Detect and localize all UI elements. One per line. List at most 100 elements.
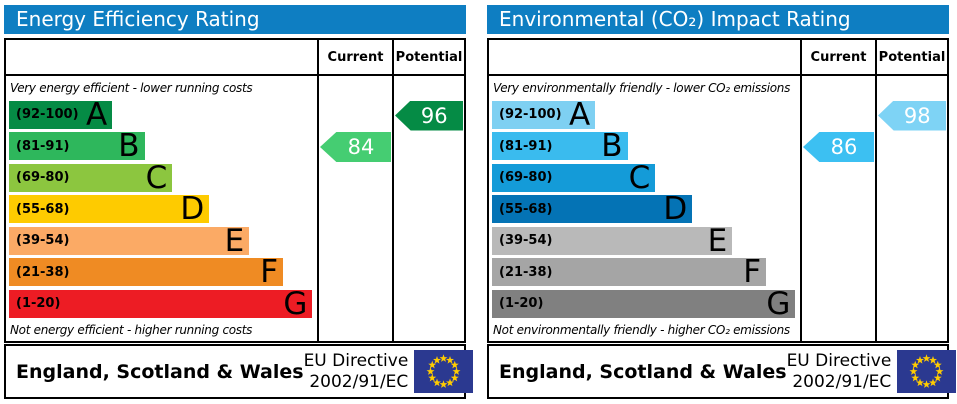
band-chart-column: Very energy efficient - lower running co… [6,40,317,341]
band-range-label: (55-68) [499,201,553,217]
band-letter: C [628,159,651,196]
bottom-caption: Not environmentally friendly - higher CO… [493,323,790,338]
current-rating-value: 86 [830,135,858,159]
eu-directive-label: EU Directive 2002/91/EC [304,351,415,392]
band-chart-body: Very environmentally friendly - lower CO… [489,76,800,341]
band-letter: B [118,128,140,165]
region-label: England, Scotland & Wales [499,360,787,383]
potential-column-header: Potential [877,40,947,76]
panel-title: Energy Efficiency Rating [4,5,466,34]
potential-rating-arrow: 98 [878,100,946,131]
band-letter: G [766,285,791,322]
band-chart-body: Very energy efficient - lower running co… [6,76,317,341]
band-row: (39-54) E [489,225,800,257]
band-row: (39-54) E [6,225,317,257]
band-row: (81-91) B [6,131,317,163]
environmental-rating-table: Very environmentally friendly - lower CO… [487,38,949,343]
band-letter: A [85,96,108,133]
band-chart-column: Very environmentally friendly - lower CO… [489,40,800,341]
potential-column: Potential 98 [875,40,947,341]
panel-footer: England, Scotland & Wales EU Directive 2… [4,344,474,399]
band-range-label: (21-38) [499,264,553,280]
band-letter: D [180,191,205,228]
potential-column-header: Potential [394,40,464,76]
current-column-body: 84 [319,76,392,341]
eu-flag-icon [897,350,957,393]
current-column-header: Current [802,40,875,76]
potential-column: Potential 96 [392,40,464,341]
band-letter: D [663,191,688,228]
band-a: (92-100) A [9,96,113,133]
energy-rating-table: Very energy efficient - lower running co… [4,38,466,343]
band-g: (1-20) G [492,285,796,322]
eu-directive-line1: EU Directive [303,350,409,371]
band-c: (69-80) C [492,159,656,196]
band-row: (69-80) C [6,162,317,194]
potential-rating-value: 98 [903,103,931,128]
band-a: (92-100) A [492,96,596,133]
band-range-label: (69-80) [499,170,553,186]
current-rating-arrow: 84 [320,132,391,162]
band-row: (81-91) B [489,131,800,163]
current-rating-arrow: 86 [803,132,874,162]
chart-column-header-spacer [6,40,317,76]
eu-flag-icon [414,350,474,393]
band-c: (69-80) C [9,159,173,196]
band-range-label: (55-68) [16,201,70,217]
band-f: (21-38) F [492,254,767,291]
band-letter: F [743,254,762,291]
panel-title: Environmental (CO₂) Impact Rating [487,5,949,34]
potential-column-body: 96 [394,76,464,341]
band-b: (81-91) B [9,128,145,165]
band-e: (39-54) E [9,222,250,259]
band-row: (1-20) G [489,288,800,320]
band-letter: E [224,222,245,259]
band-b: (81-91) B [492,128,628,165]
eu-directive-line2: 2002/91/EC [792,371,892,392]
eu-directive-line2: 2002/91/EC [309,371,409,392]
eu-directive-line1: EU Directive [786,350,892,371]
band-range-label: (92-100) [16,107,79,123]
band-letter: A [568,96,591,133]
band-letter: G [283,285,308,322]
energy-efficiency-panel: Energy Efficiency Rating Very energy eff… [4,5,474,399]
current-rating-value: 84 [347,135,375,159]
current-column-body: 86 [802,76,875,341]
environmental-impact-panel: Environmental (CO₂) Impact Rating Very e… [487,5,957,399]
current-column: Current 84 [317,40,392,341]
band-row: (92-100) A [489,99,800,131]
potential-rating-arrow: 96 [395,100,463,131]
band-range-label: (39-54) [16,233,70,249]
top-caption: Very environmentally friendly - lower CO… [493,80,791,95]
top-caption: Very energy efficient - lower running co… [10,80,253,95]
band-row: (69-80) C [489,162,800,194]
band-row: (1-20) G [6,288,317,320]
band-range-label: (81-91) [499,138,553,154]
band-range-label: (1-20) [499,296,544,312]
band-f: (21-38) F [9,257,284,288]
eu-directive-label: EU Directive 2002/91/EC [787,351,898,392]
chart-column-header-spacer [489,40,800,76]
band-range-label: (1-20) [16,296,61,312]
band-row: (55-68) D [6,194,317,226]
band-e: (39-54) E [492,222,733,259]
current-column: Current 86 [800,40,875,341]
band-range-label: (39-54) [499,233,553,249]
current-column-header: Current [319,40,392,76]
band-letter: C [145,159,168,196]
band-letter: B [601,128,623,165]
band-range-label: (69-80) [16,170,70,186]
band-row: (21-38) F [489,257,800,289]
bottom-caption: Not energy efficient - higher running co… [10,323,253,338]
band-range-label: (21-38) [16,264,70,280]
band-row: (92-100) A [6,99,317,131]
potential-column-body: 98 [877,76,947,341]
band-row: (21-38) F [6,257,317,289]
band-range-label: (81-91) [16,138,70,154]
band-d: (55-68) D [492,191,693,228]
band-letter: E [707,222,728,259]
panel-footer: England, Scotland & Wales EU Directive 2… [487,344,957,399]
region-label: England, Scotland & Wales [16,360,304,383]
potential-rating-value: 96 [420,103,448,128]
band-d: (55-68) D [9,191,210,228]
